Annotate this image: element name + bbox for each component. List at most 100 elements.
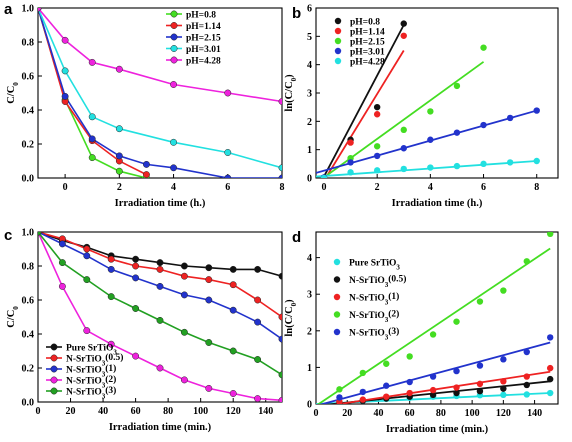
data-point (523, 373, 530, 380)
data-point (38, 232, 42, 236)
data-point (156, 259, 164, 267)
x-tick-label: 40 (373, 408, 383, 419)
legend-swatch-marker (333, 328, 341, 336)
y-tick-label: 1.0 (22, 228, 35, 239)
data-point (88, 154, 96, 162)
x-tick-label: 100 (193, 406, 208, 417)
data-point (205, 276, 213, 284)
x-tick-label: 80 (163, 406, 173, 417)
legend-label: pH=3.01 (186, 45, 221, 55)
y-tick-label: 0.6 (22, 72, 35, 83)
fit-line (323, 24, 405, 178)
y-axis-label: ln(C/C0) (284, 74, 298, 112)
legend-label: pH=0.8 (350, 18, 380, 28)
legend-item: pH=0.8 (334, 17, 380, 28)
data-point (115, 167, 123, 175)
y-tick-label: 0.8 (22, 38, 35, 49)
data-point (480, 44, 487, 51)
data-point (533, 107, 540, 114)
legend-item: N-SrTiO3(1) (333, 291, 399, 307)
data-point (429, 391, 437, 399)
data-point (88, 113, 96, 121)
panel-label: c (4, 227, 12, 244)
series-line (38, 8, 147, 176)
data-point (278, 164, 282, 172)
data-point (453, 82, 461, 90)
y-tick-label: 0.2 (22, 364, 35, 375)
data-point (373, 111, 381, 118)
x-tick-label: 0 (36, 406, 41, 417)
fit-line (317, 247, 551, 404)
legend-swatch-marker (333, 276, 341, 283)
data-point (107, 255, 115, 263)
data-point (453, 162, 461, 170)
legend-label: pH=4.28 (350, 58, 385, 68)
legend: Pure SrTiO3N-SrTiO3(0.5)N-SrTiO3(1)N-SrT… (46, 344, 123, 401)
data-point (278, 98, 282, 105)
data-point (278, 371, 282, 379)
data-point (476, 387, 484, 395)
data-point (156, 364, 164, 372)
legend-item: N-SrTiO3(0.5) (46, 352, 123, 368)
x-tick-label: 120 (226, 406, 241, 417)
data-point (427, 108, 434, 115)
data-point (278, 174, 282, 178)
x-tick-label: 100 (465, 408, 480, 419)
fit-line (324, 50, 405, 178)
legend-swatch-marker (334, 47, 342, 55)
x-tick-label: 0 (63, 182, 68, 193)
data-point (523, 381, 530, 389)
data-point (132, 305, 140, 312)
x-tick-label: 120 (496, 408, 511, 419)
data-point (229, 306, 237, 314)
x-tick-label: 40 (98, 406, 108, 417)
data-point (476, 380, 484, 388)
data-point (506, 159, 514, 166)
data-point (406, 353, 413, 360)
data-layer (38, 8, 282, 178)
data-layer (38, 232, 282, 402)
data-point (180, 376, 188, 384)
data-point (132, 274, 140, 282)
data-point (476, 362, 484, 369)
data-point (427, 136, 434, 143)
data-point (83, 245, 91, 253)
legend-swatch-marker (334, 17, 342, 25)
legend-item: Pure SrTiO3 (333, 258, 400, 272)
data-point (115, 125, 123, 133)
legend-swatch-marker (333, 258, 341, 266)
panel-b: 0 2 4 6 8 0 1 2 3 4 5 6 Irradiation time (h.) ln(C/C0… (284, 4, 559, 209)
data-point (142, 171, 150, 178)
data-point (523, 258, 530, 265)
legend-label: N-SrTiO3(3) (349, 326, 399, 342)
data-point (170, 81, 178, 88)
data-point (406, 378, 413, 386)
x-tick-label: 2 (117, 182, 122, 193)
legend-label: pH=2.15 (350, 38, 385, 48)
data-point (88, 135, 96, 143)
data-point (205, 296, 213, 304)
data-point (359, 396, 367, 403)
legend-swatch-marker (50, 387, 58, 395)
legend-item: pH=2.15 (166, 34, 221, 44)
data-point (546, 334, 554, 341)
y-tick-label: 2 (307, 117, 312, 128)
data-point (180, 291, 188, 299)
data-point (546, 364, 554, 372)
data-point (336, 394, 343, 401)
legend-item: pH=1.14 (334, 28, 385, 38)
data-point (453, 389, 460, 397)
data-point (347, 169, 354, 176)
plot-frame (37, 7, 283, 179)
y-tick-label: 3 (307, 290, 312, 301)
y-tick-label: 0.4 (22, 106, 35, 117)
data-point (523, 391, 530, 398)
data-point (500, 391, 507, 399)
legend-item: N-SrTiO3(2) (46, 374, 116, 390)
x-tick-label: 6 (481, 182, 486, 193)
data-point (156, 265, 164, 273)
legend-item: N-SrTiO3(3) (333, 326, 399, 342)
data-point (383, 393, 390, 400)
data-point (429, 386, 437, 394)
